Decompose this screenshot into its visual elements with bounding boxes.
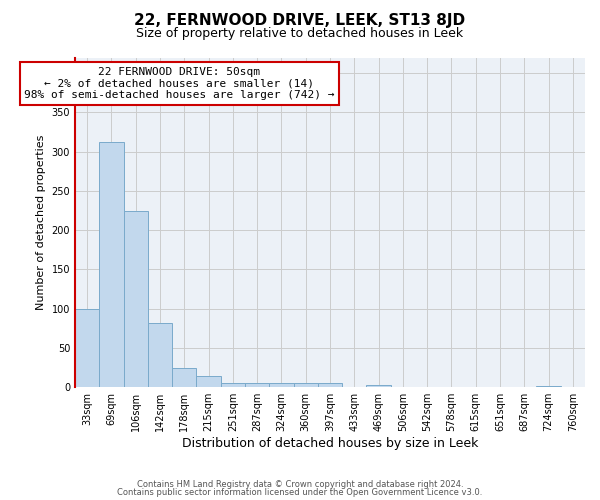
Bar [100,142,124,387]
Text: Contains public sector information licensed under the Open Government Licence v3: Contains public sector information licen… [118,488,482,497]
Text: 22, FERNWOOD DRIVE, LEEK, ST13 8JD: 22, FERNWOOD DRIVE, LEEK, ST13 8JD [134,12,466,28]
Bar [75,308,100,387]
Bar [318,384,342,387]
Bar [536,386,561,387]
Y-axis label: Number of detached properties: Number of detached properties [36,134,46,310]
Bar [148,323,172,387]
Bar [124,212,148,387]
Bar [269,384,293,387]
Bar [293,384,318,387]
Bar [172,368,196,387]
Bar [196,376,221,387]
Text: Contains HM Land Registry data © Crown copyright and database right 2024.: Contains HM Land Registry data © Crown c… [137,480,463,489]
Text: Size of property relative to detached houses in Leek: Size of property relative to detached ho… [136,28,464,40]
X-axis label: Distribution of detached houses by size in Leek: Distribution of detached houses by size … [182,437,478,450]
Text: 22 FERNWOOD DRIVE: 50sqm
← 2% of detached houses are smaller (14)
98% of semi-de: 22 FERNWOOD DRIVE: 50sqm ← 2% of detache… [24,67,335,100]
Bar [221,384,245,387]
Bar [367,385,391,387]
Bar [245,384,269,387]
